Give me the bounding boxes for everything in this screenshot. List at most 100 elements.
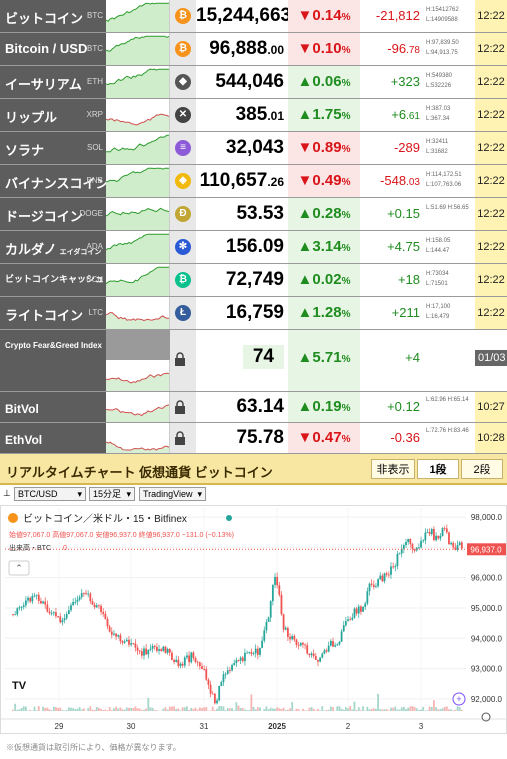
candle-body	[203, 669, 206, 670]
price-value: 544,046	[215, 71, 284, 92]
volume-bar	[235, 702, 238, 711]
update-time: 12:22	[475, 66, 507, 98]
candle-body	[445, 528, 448, 533]
price-row[interactable]: ビットコイン BTC ₿ 15,244,663 ▼0.14% -21,812 H:15412…	[0, 0, 507, 33]
candle-body	[310, 653, 313, 656]
coin-icon-cell: ✻	[170, 231, 196, 263]
sparkline-area	[106, 208, 169, 230]
percent-unit: %	[341, 111, 351, 122]
vol-value: 63.14	[236, 396, 284, 417]
volume-bar	[317, 708, 319, 711]
candle-body	[138, 650, 141, 652]
chart-title: ビットコイン／米ドル・15・Bitfinex	[23, 512, 187, 525]
coin-name-cell[interactable]: カルダノ エイダコイン ADA	[0, 231, 106, 263]
provider-select[interactable]: TradingView ▾	[139, 487, 206, 501]
tab-one-row[interactable]: 1段	[417, 459, 459, 479]
coin-name-cell[interactable]: ソラナ SOL	[0, 132, 106, 164]
tab-hide[interactable]: 非表示	[371, 459, 415, 479]
candle-body	[46, 604, 49, 612]
candle-body	[286, 627, 289, 637]
price-row[interactable]: Bitcoin / USD BTC ₿ 96,888.00 ▼0.10% -96.78 H:…	[0, 33, 507, 66]
volume-bar	[265, 706, 268, 711]
candle-body	[448, 532, 450, 545]
volume-bar	[308, 707, 311, 711]
candle-body	[113, 633, 115, 635]
volume-bar	[218, 706, 221, 711]
update-time: 12:22	[475, 33, 507, 65]
fear-greed-name-cell[interactable]: Crypto Fear&Greed Index	[0, 330, 106, 391]
coin-name-cell[interactable]: イーサリアム ETH	[0, 66, 106, 98]
vol-name-cell[interactable]: EthVol	[0, 423, 106, 453]
price-value: 72,749	[225, 269, 284, 290]
candle-body	[119, 635, 122, 642]
tradingview-chart[interactable]: 98,000.097,000.096,000.095,000.094,000.0…	[0, 505, 507, 734]
tab-two-rows[interactable]: 2段	[461, 459, 503, 479]
vol-row[interactable]: EthVol 75.78 ▼0.47% -0.36 L:72.76 H:83.46 10:…	[0, 423, 507, 454]
candle-body	[261, 640, 264, 648]
coin-name-cell[interactable]: ビットコイン BTC	[0, 0, 106, 32]
sparkline-chart	[106, 312, 169, 329]
coin-name-cell[interactable]: リップル XRP	[0, 99, 106, 131]
coin-name-cell[interactable]: ライトコイン LTC	[0, 297, 106, 329]
coin-ticker: BTC	[87, 11, 103, 20]
volume-bar	[93, 709, 96, 711]
candle-body	[52, 612, 55, 614]
high-low-line-1: H:17,100	[426, 304, 451, 310]
pair-select[interactable]: BTC/USD ▾	[14, 487, 86, 501]
coin-name-sub: エイダコイン	[59, 249, 102, 256]
volume-bar	[241, 708, 244, 711]
coin-name-cell[interactable]: バイナンスコイン BNB	[0, 165, 108, 197]
price-row[interactable]: カルダノ エイダコイン ADA ✻ 156.09 ▲3.14% +4.75 H:158.05 L…	[0, 231, 507, 264]
price-value: 156.09	[225, 236, 284, 257]
change-decimal: .03	[406, 177, 420, 188]
candle-body	[263, 630, 266, 641]
candle-body	[360, 606, 362, 612]
volume-bar	[379, 709, 382, 711]
percent-value: 5.71	[312, 349, 342, 366]
candle-body	[426, 532, 429, 533]
price-row[interactable]: ビットコインキャッシュ BCH ₿ 72,749 ▲0.02% +18 H:73034 L:7…	[0, 264, 507, 297]
sparkline-line	[106, 68, 169, 86]
volume-bar	[456, 706, 459, 711]
trend-arrow-icon: ▲	[297, 349, 313, 366]
vol-name-cell[interactable]: BitVol	[0, 392, 106, 422]
fear-greed-row[interactable]: Crypto Fear&Greed Index 74 ▲5.71% +4 01/03	[0, 330, 507, 392]
volume-bar	[381, 709, 384, 711]
candle-body	[201, 666, 203, 670]
coin-icon-cell: ✕	[170, 99, 196, 131]
crypto-price-board: ビットコイン BTC ₿ 15,244,663 ▼0.14% -21,812 H:15412…	[0, 0, 507, 454]
price-row[interactable]: ライトコイン LTC Ł 16,759 ▲1.28% +211 H:17,100 L:16,4…	[0, 297, 507, 330]
volume-bar	[246, 710, 248, 711]
candle-body	[198, 662, 201, 667]
volume-bar	[437, 709, 440, 711]
volume-bar	[194, 707, 197, 711]
vol-row[interactable]: BitVol 63.14 ▲0.19% +0.12 L:62.96 H:65.14 10:…	[0, 392, 507, 423]
volume-bar	[340, 708, 343, 711]
candle-body	[276, 576, 279, 586]
volume-bar	[171, 706, 173, 711]
volume-bar	[179, 710, 182, 711]
candle-body	[186, 655, 188, 658]
interval-select[interactable]: 15分足 ▾	[89, 487, 135, 501]
price-row[interactable]: ドージコイン DOGE Ð 53.53 ▲0.28% +0.15 L:51.69 H:56.…	[0, 198, 507, 231]
trend-arrow-icon: ▲	[297, 304, 313, 321]
price-row[interactable]: リップル XRP ✕ 385.01 ▲1.75% +6.61 H:387.03 L:367.3…	[0, 99, 507, 132]
price-row[interactable]: バイナンスコイン BNB ◈ 110,657.26 ▼0.49% -548.03 H:114…	[0, 165, 507, 198]
volume-bar	[407, 707, 410, 711]
high-low-line: L:72.76 H:83.46	[426, 428, 469, 434]
candle-body	[280, 594, 283, 615]
ohlc-label: 始値97,067.0 高値97,067.0 安値96,937.0 終値96,93…	[9, 530, 234, 539]
coin-ticker: BNB	[86, 176, 103, 185]
candle-body	[226, 670, 229, 674]
price-row[interactable]: イーサリアム ETH ◆ 544,046 ▲0.06% +323 H:549380 L:532…	[0, 66, 507, 99]
candle-body	[140, 651, 143, 656]
coin-name-cell[interactable]: ドージコイン DOGE	[0, 198, 106, 230]
volume-bar	[70, 707, 72, 711]
price-row[interactable]: ソラナ SOL ≡ 32,043 ▼0.89% -289 H:32411 L:31682 12:…	[0, 132, 507, 165]
chart-canvas[interactable]: 98,000.097,000.096,000.095,000.094,000.0…	[1, 506, 506, 733]
coin-name-cell[interactable]: Bitcoin / USD BTC	[0, 33, 106, 65]
collapse-button[interactable]	[8, 560, 30, 576]
coin-name-cell[interactable]: ビットコインキャッシュ BCH	[0, 264, 106, 296]
sparkline-chart	[106, 134, 169, 164]
candle-body	[392, 566, 395, 568]
